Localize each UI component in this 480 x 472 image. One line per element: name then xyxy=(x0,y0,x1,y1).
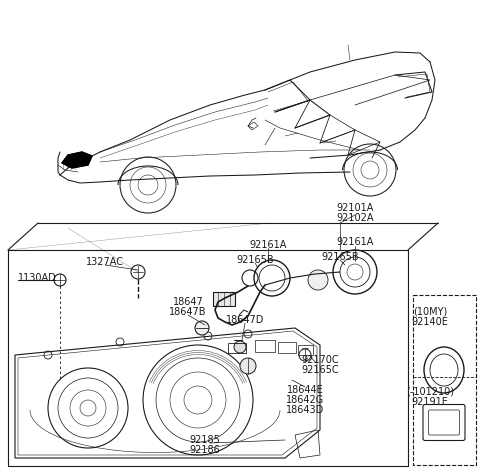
Bar xyxy=(213,292,235,306)
Text: (-101210): (-101210) xyxy=(406,387,454,397)
Text: 92140E: 92140E xyxy=(411,317,448,327)
Circle shape xyxy=(240,358,256,374)
Text: 92186: 92186 xyxy=(190,445,220,455)
Circle shape xyxy=(234,341,246,353)
Bar xyxy=(255,340,275,352)
Text: 92185: 92185 xyxy=(190,435,220,445)
Bar xyxy=(228,343,246,353)
Text: 18643D: 18643D xyxy=(286,405,324,415)
Bar xyxy=(413,295,476,465)
Bar xyxy=(278,342,296,353)
Text: 92170C: 92170C xyxy=(301,355,339,365)
Text: 1130AD: 1130AD xyxy=(18,273,57,283)
Text: 92165B: 92165B xyxy=(321,252,359,262)
Text: 92165C: 92165C xyxy=(301,365,339,375)
Text: 1327AC: 1327AC xyxy=(86,257,124,267)
Text: 18647: 18647 xyxy=(173,297,204,307)
Bar xyxy=(298,345,313,355)
Text: 18642G: 18642G xyxy=(286,395,324,405)
Text: 92101A: 92101A xyxy=(336,203,374,213)
Circle shape xyxy=(308,270,328,290)
Text: 18644E: 18644E xyxy=(287,385,324,395)
Text: 18647B: 18647B xyxy=(169,307,207,317)
Text: 92161A: 92161A xyxy=(249,240,287,250)
Text: 92161A: 92161A xyxy=(336,237,374,247)
Circle shape xyxy=(195,321,209,335)
Polygon shape xyxy=(62,152,92,168)
Text: (10MY): (10MY) xyxy=(413,307,447,317)
Text: 18647D: 18647D xyxy=(226,315,264,325)
Text: 92165B: 92165B xyxy=(236,255,274,265)
Text: 92102A: 92102A xyxy=(336,213,374,223)
Text: 92191E: 92191E xyxy=(411,397,448,407)
